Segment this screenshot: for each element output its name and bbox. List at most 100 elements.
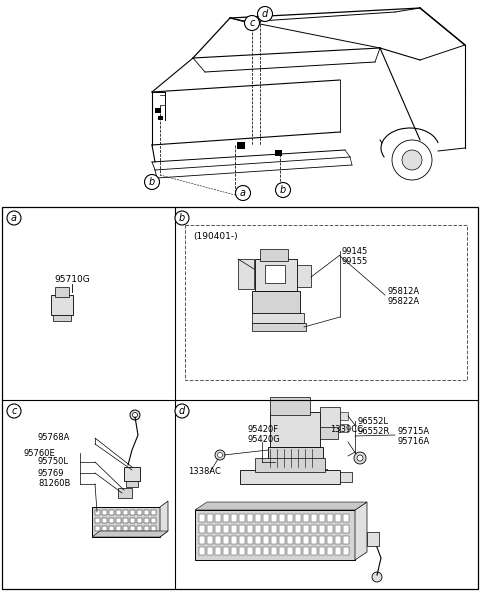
Bar: [270, 397, 310, 415]
Circle shape: [60, 303, 64, 307]
Bar: [231, 525, 237, 533]
Bar: [255, 536, 261, 544]
Bar: [215, 547, 221, 555]
Bar: [151, 526, 156, 531]
Polygon shape: [195, 502, 367, 510]
Bar: [297, 265, 311, 287]
Bar: [207, 525, 213, 533]
Bar: [137, 518, 142, 523]
Text: c: c: [12, 406, 17, 416]
Text: a: a: [11, 213, 17, 223]
Text: 95420G: 95420G: [248, 436, 281, 444]
Bar: [144, 518, 149, 523]
Bar: [95, 518, 100, 523]
Circle shape: [292, 260, 296, 264]
Bar: [239, 536, 245, 544]
Bar: [95, 526, 100, 531]
Text: 96552R: 96552R: [357, 427, 389, 436]
Bar: [303, 547, 309, 555]
Text: 96552L: 96552L: [357, 417, 388, 426]
Bar: [311, 547, 317, 555]
Circle shape: [215, 450, 225, 460]
Bar: [123, 510, 128, 515]
Bar: [335, 514, 341, 522]
Bar: [271, 525, 277, 533]
Bar: [255, 259, 297, 291]
Bar: [199, 536, 205, 544]
Bar: [123, 518, 128, 523]
Circle shape: [357, 455, 363, 461]
Bar: [199, 514, 205, 522]
Bar: [247, 514, 253, 522]
Bar: [239, 547, 245, 555]
Bar: [295, 514, 301, 522]
Text: a: a: [240, 188, 246, 198]
Bar: [343, 514, 349, 522]
Bar: [223, 525, 229, 533]
Bar: [252, 323, 306, 331]
Circle shape: [217, 453, 223, 457]
Bar: [287, 547, 293, 555]
Text: (190401-): (190401-): [193, 232, 238, 241]
Bar: [95, 510, 100, 515]
Bar: [270, 412, 320, 447]
Bar: [295, 547, 301, 555]
Bar: [340, 424, 348, 432]
Bar: [240, 470, 340, 484]
Bar: [295, 536, 301, 544]
Bar: [92, 507, 160, 537]
Text: 1338AC: 1338AC: [188, 467, 221, 476]
Bar: [271, 547, 277, 555]
Text: 95710G: 95710G: [54, 275, 90, 284]
Text: 95750L: 95750L: [38, 457, 69, 466]
Bar: [268, 447, 323, 469]
Bar: [343, 525, 349, 533]
Bar: [263, 536, 269, 544]
Bar: [51, 295, 73, 315]
Bar: [265, 265, 285, 283]
Bar: [287, 525, 293, 533]
Bar: [271, 514, 277, 522]
Bar: [340, 412, 348, 420]
Bar: [255, 458, 325, 472]
Bar: [319, 547, 325, 555]
Bar: [303, 536, 309, 544]
Bar: [237, 142, 245, 149]
Bar: [109, 510, 114, 515]
Bar: [279, 514, 285, 522]
Bar: [223, 536, 229, 544]
Bar: [327, 525, 333, 533]
Bar: [335, 547, 341, 555]
Circle shape: [402, 150, 422, 170]
Bar: [239, 514, 245, 522]
Text: d: d: [262, 9, 268, 19]
Bar: [327, 547, 333, 555]
Text: 95822A: 95822A: [387, 297, 419, 306]
Bar: [223, 514, 229, 522]
Bar: [255, 547, 261, 555]
Text: 95760E: 95760E: [24, 449, 56, 457]
Bar: [343, 547, 349, 555]
Bar: [215, 514, 221, 522]
Bar: [265, 469, 327, 477]
Bar: [116, 526, 121, 531]
Bar: [247, 536, 253, 544]
Bar: [279, 525, 285, 533]
Circle shape: [122, 491, 128, 495]
Circle shape: [255, 282, 261, 287]
Bar: [116, 518, 121, 523]
Text: 95812A: 95812A: [387, 287, 419, 296]
Text: 95716A: 95716A: [397, 437, 429, 446]
Bar: [109, 526, 114, 531]
Text: 95769: 95769: [38, 469, 64, 478]
Bar: [215, 536, 221, 544]
Bar: [252, 291, 300, 313]
Bar: [126, 481, 138, 487]
Circle shape: [132, 413, 137, 417]
Text: 95715A: 95715A: [397, 427, 429, 436]
Bar: [223, 547, 229, 555]
Bar: [327, 536, 333, 544]
Bar: [207, 514, 213, 522]
Circle shape: [144, 174, 159, 190]
Bar: [263, 525, 269, 533]
